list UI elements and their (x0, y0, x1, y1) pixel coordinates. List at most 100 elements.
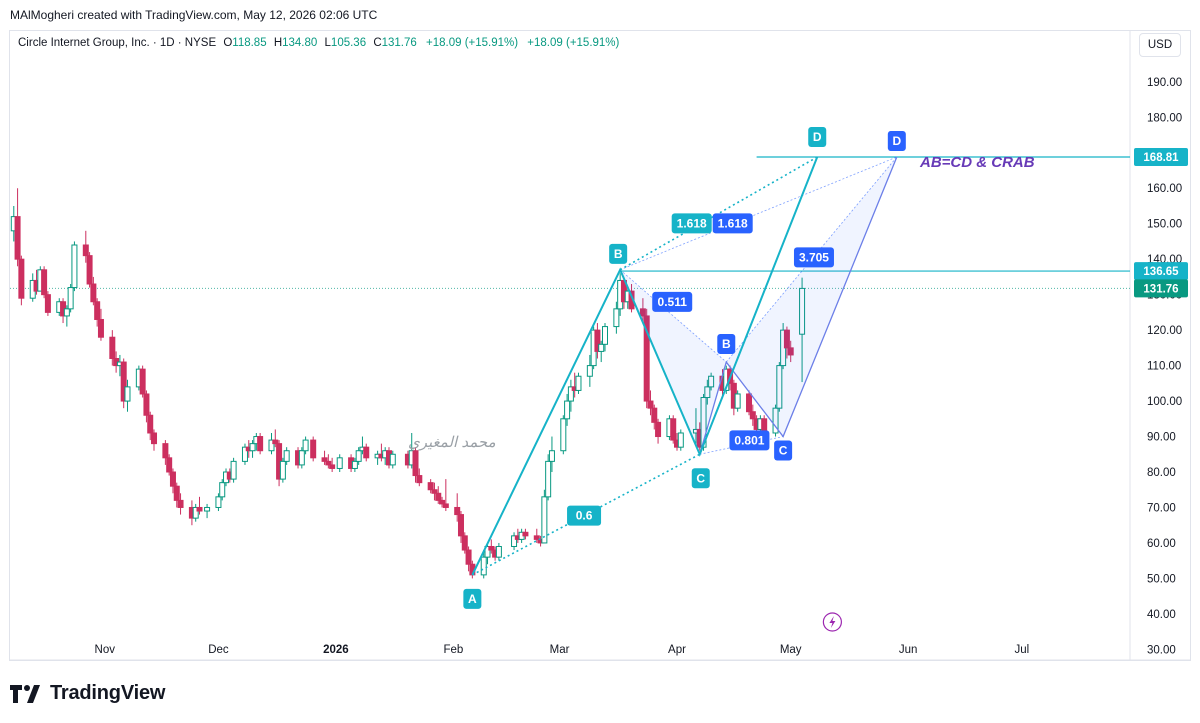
candle-body (533, 535, 540, 540)
candle-body (564, 400, 571, 420)
abcd-point-a-label: A (468, 592, 477, 606)
candle-body (643, 315, 650, 402)
candle-body (268, 439, 275, 452)
y-tick-label: 50.00 (1147, 573, 1176, 585)
crab-ratio-b-label-box (652, 291, 693, 312)
crab-ratio-b-label: 0.511 (658, 295, 688, 309)
candle-body (173, 485, 180, 501)
y-tick-label: 150.00 (1147, 219, 1182, 231)
candle-body (230, 460, 237, 480)
candle-body (120, 361, 127, 402)
y-tick-label: 90.00 (1147, 432, 1176, 444)
candle-body (594, 329, 601, 352)
crab-ratio-xd-label: 1.618 (718, 216, 748, 230)
crab-ratio-d-label-box (793, 247, 834, 268)
candle-body (279, 460, 286, 480)
candle-body (484, 545, 491, 558)
y-tick-label: 120.00 (1147, 325, 1182, 337)
candle-body (351, 460, 358, 469)
currency-button[interactable]: USD (1139, 33, 1181, 57)
candle-body (71, 244, 78, 289)
candle-body (522, 531, 529, 537)
x-tick-label: May (780, 644, 802, 656)
candle-body (63, 308, 70, 317)
candle-body (321, 457, 328, 462)
candle-body (454, 506, 461, 516)
pattern-title-annotation: AB=CD & CRAB (919, 154, 1035, 171)
price-tag-label: 136.65 (1143, 266, 1179, 278)
candle-body (298, 450, 305, 466)
candle-body (166, 457, 173, 473)
candle-body (704, 386, 711, 399)
candle-body (82, 244, 89, 257)
tradingview-logo-icon (10, 684, 40, 703)
abcd-point-d-label: D (813, 130, 822, 144)
candle-body (215, 496, 222, 508)
candle-body (67, 287, 74, 310)
candle-body (670, 418, 677, 441)
close-label: C (373, 37, 382, 49)
candle-body (86, 255, 93, 285)
y-tick-label: 60.00 (1147, 538, 1176, 550)
candle-body (598, 343, 605, 352)
abcd-point-c-label-box (691, 468, 710, 489)
open-label: O (223, 37, 233, 49)
candle-body (257, 436, 264, 452)
candle-body (647, 400, 654, 409)
candle-body (495, 545, 502, 558)
low-value: 105.36 (330, 37, 367, 49)
symbol-title[interactable]: Circle Internet Group, Inc. · 1D · NYSE (18, 37, 217, 49)
candle-body (677, 432, 684, 448)
candle-body (90, 283, 97, 303)
price-tag-box (1134, 147, 1188, 166)
price-tag-box (1134, 262, 1188, 281)
candle-body (325, 460, 332, 466)
candle-body (439, 499, 446, 505)
candle-body (192, 506, 199, 519)
candle-body (746, 393, 753, 413)
candle-body (41, 269, 48, 296)
x-tick-label: Feb (443, 644, 463, 656)
candle-body (560, 418, 567, 452)
abcd-point-b-label: B (614, 247, 623, 261)
abcd-pattern-line (471, 156, 819, 576)
y-tick-label: 110.00 (1147, 361, 1181, 373)
candle-body (196, 506, 203, 512)
high-label: H (273, 37, 283, 49)
candle-body (488, 545, 495, 551)
creator-line: MAlMogheri created with TradingView.com,… (10, 8, 378, 22)
ohlc-legend: Circle Internet Group, Inc. · 1D · NYSE … (18, 37, 619, 49)
candle-body (412, 450, 419, 477)
candle-body (442, 503, 449, 508)
x-tick-label: Mar (550, 644, 570, 656)
abcd-point-d-label-box (808, 126, 827, 147)
crab-ratio-xd-label-box (712, 213, 753, 234)
candle-body (783, 329, 790, 349)
crab-ratio-d-label: 3.705 (799, 250, 829, 264)
candle-body (272, 439, 279, 445)
crab-point-d-label: D (892, 134, 901, 148)
candle-body (772, 407, 779, 434)
candle-body (431, 489, 438, 494)
candle-body (655, 421, 662, 438)
abcd-ratio-bd-label-box (671, 213, 712, 234)
price-tag-label: 168.81 (1143, 152, 1179, 164)
candle-body (427, 482, 434, 491)
candle-body (651, 407, 658, 423)
candle-body (457, 514, 464, 537)
candle-body (416, 475, 423, 484)
abcd-ratio-bd-label: 1.618 (677, 216, 707, 230)
abcd-ratio-ac-label: 0.6 (576, 509, 593, 523)
candle-body (97, 318, 104, 338)
high-value: 134.80 (282, 37, 318, 49)
close-value: 131.76 (381, 37, 417, 49)
crab-point-c-label-box (774, 440, 793, 461)
candle-body (639, 308, 646, 317)
candle-body (14, 216, 21, 260)
candle-body (613, 308, 620, 328)
tradingview-brand[interactable]: TradingView (10, 682, 165, 705)
candle-body (124, 386, 131, 402)
candle-body (241, 446, 248, 462)
crab-point-b-label: B (722, 337, 731, 351)
